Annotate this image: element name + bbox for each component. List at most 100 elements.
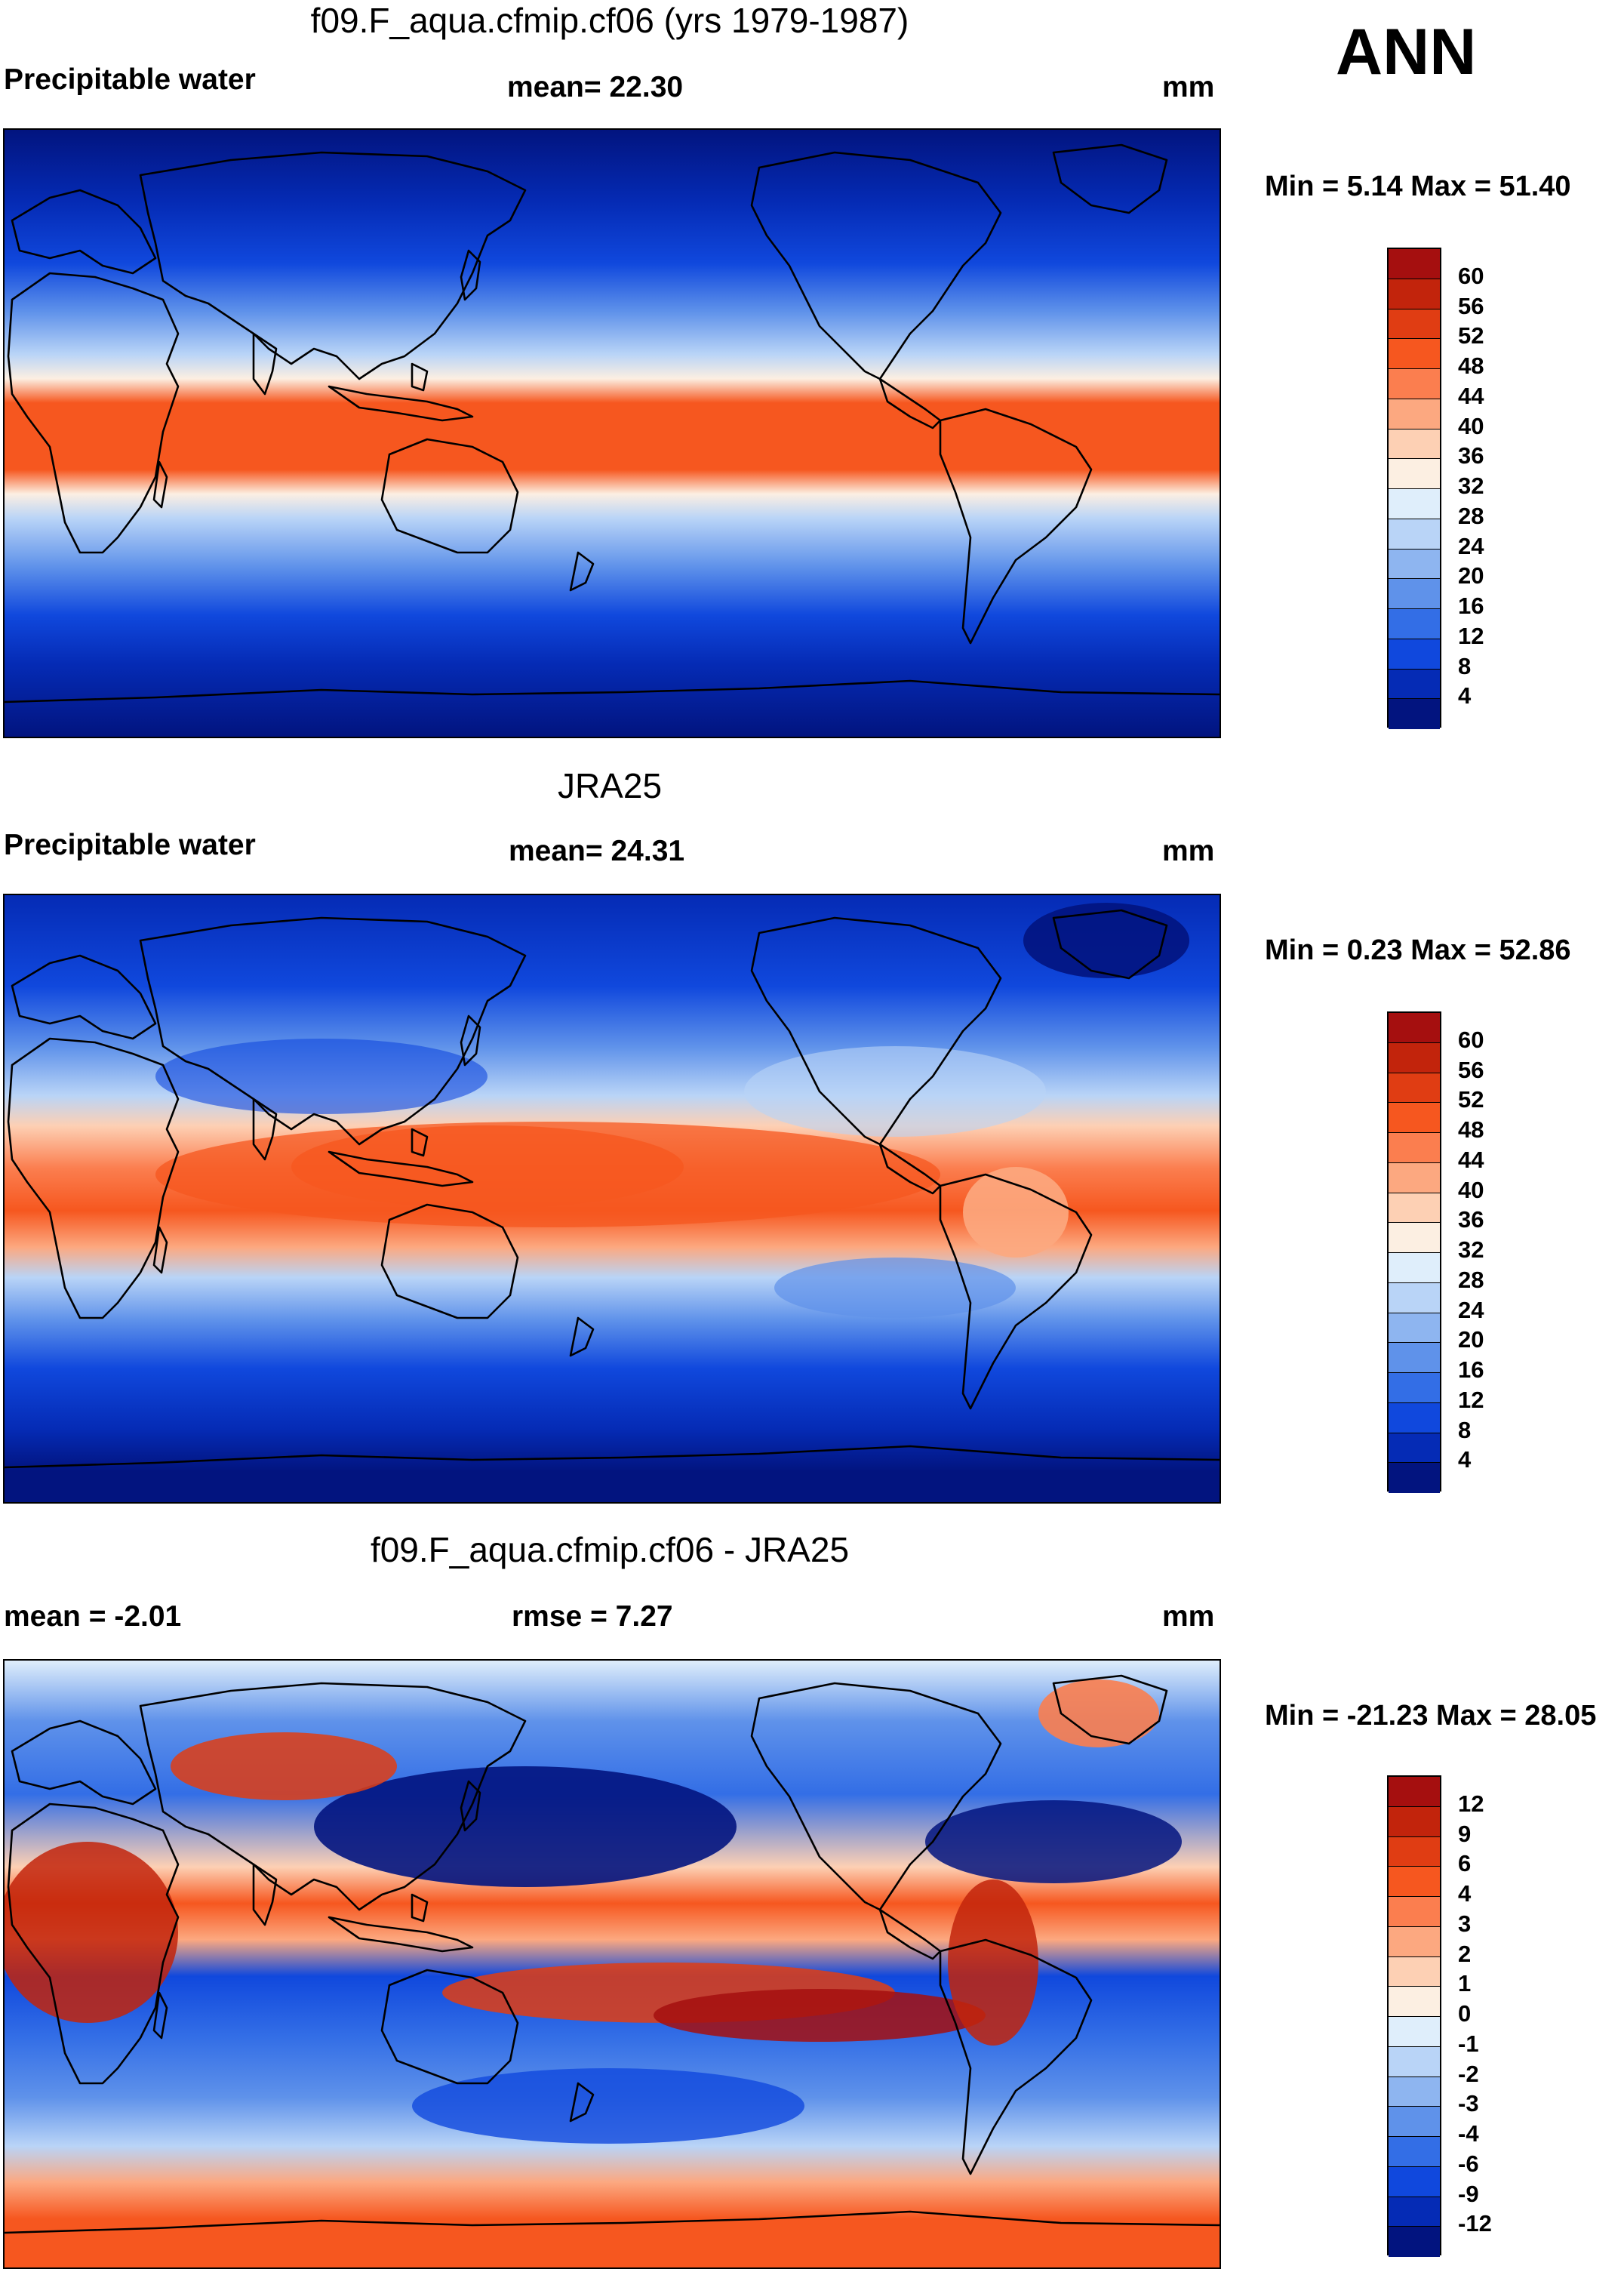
colorbar-swatch	[1389, 1956, 1440, 1987]
colorbar-tick-label: 0	[1458, 2000, 1472, 2027]
min-max-label: Min = 5.14 Max = 51.40	[1265, 171, 1571, 202]
colorbar-swatch	[1389, 1926, 1440, 1957]
colorbar-swatch	[1389, 429, 1440, 460]
colorbar-swatch	[1389, 339, 1440, 369]
colorbar-swatch	[1389, 519, 1440, 550]
colorbar-swatch	[1389, 1433, 1440, 1464]
min-max-label: Min = -21.23 Max = 28.05	[1265, 1700, 1597, 1732]
panel-title: f09.F_aqua.cfmip.cf06 - JRA25	[370, 1530, 850, 1569]
colorbar-tick-label: 16	[1458, 1356, 1484, 1383]
colorbar-tick-label: 48	[1458, 1116, 1484, 1143]
colorbar-tick-label: -1	[1458, 2030, 1479, 2057]
model-colorbar	[1387, 248, 1441, 729]
colorbar-tick-label: 32	[1458, 473, 1484, 499]
colorbar-tick-label: -12	[1458, 2210, 1492, 2237]
colorbar-tick-label: 4	[1458, 1880, 1472, 1907]
colorbar-tick-label: -2	[1458, 2060, 1479, 2087]
colorbar-swatch	[1389, 1867, 1440, 1897]
colorbar-swatch	[1389, 1282, 1440, 1313]
colorbar-swatch	[1389, 1042, 1440, 1073]
obs-map	[3, 894, 1221, 1504]
colorbar-swatch	[1389, 369, 1440, 399]
min-max-label: Min = 0.23 Max = 52.86	[1265, 934, 1571, 966]
colorbar-tick-label: 12	[1458, 1386, 1484, 1413]
colorbar-swatch	[1389, 1897, 1440, 1927]
colorbar-swatch	[1389, 639, 1440, 670]
colorbar-tick-label: -9	[1458, 2180, 1479, 2207]
colorbar-tick-label: 52	[1458, 1086, 1484, 1113]
colorbar-swatch	[1389, 1463, 1440, 1493]
colorbar-tick-label: 36	[1458, 1206, 1484, 1233]
colorbar-swatch	[1389, 2046, 1440, 2077]
colorbar-tick-label: 2	[1458, 1940, 1472, 1967]
colorbar-tick-label: 44	[1458, 382, 1484, 409]
colorbar-tick-label: 8	[1458, 1416, 1472, 1443]
colorbar-swatch	[1389, 579, 1440, 609]
colorbar-tick-label: 4	[1458, 682, 1472, 710]
colorbar-swatch	[1389, 2227, 1440, 2257]
model-field	[5, 130, 1220, 737]
colorbar-tick-label: 48	[1458, 352, 1484, 379]
colorbar-swatch	[1389, 2017, 1440, 2047]
colorbar-swatch	[1389, 249, 1440, 279]
colorbar-swatch	[1389, 1223, 1440, 1253]
colorbar-swatch	[1389, 1343, 1440, 1373]
colorbar-swatch	[1389, 2197, 1440, 2227]
colorbar-swatch	[1389, 489, 1440, 519]
mean-label: mean= 22.30	[507, 71, 684, 103]
colorbar-tick-label: -4	[1458, 2120, 1479, 2147]
colorbar-tick-label: -6	[1458, 2150, 1479, 2177]
colorbar-swatch	[1389, 1987, 1440, 2017]
colorbar-tick-label: 3	[1458, 1910, 1472, 1937]
colorbar-swatch	[1389, 1777, 1440, 1807]
colorbar-tick-label: 1	[1458, 1970, 1472, 1997]
colorbar-swatch	[1389, 2107, 1440, 2137]
colorbar-tick-label: 6	[1458, 1850, 1472, 1877]
colorbar-tick-label: 44	[1458, 1146, 1484, 1173]
colorbar-swatch	[1389, 1133, 1440, 1163]
colorbar-swatch	[1389, 2137, 1440, 2167]
colorbar-swatch	[1389, 459, 1440, 489]
colorbar-swatch	[1389, 549, 1440, 580]
colorbar-swatch	[1389, 669, 1440, 700]
panel-title: f09.F_aqua.cfmip.cf06 (yrs 1979-1987)	[310, 1, 909, 40]
colorbar-tick-label: 24	[1458, 1296, 1484, 1323]
colorbar-swatch	[1389, 1836, 1440, 1867]
difference-colorbar	[1387, 1775, 1441, 2257]
colorbar-tick-label: -3	[1458, 2090, 1479, 2117]
colorbar-tick-label: 32	[1458, 1236, 1484, 1263]
variable-label: Precipitable water	[4, 829, 256, 861]
colorbar-tick-label: 16	[1458, 593, 1484, 619]
colorbar-tick-label: 12	[1458, 1790, 1484, 1817]
colorbar-swatch	[1389, 2077, 1440, 2107]
colorbar-tick-label: 40	[1458, 412, 1484, 439]
colorbar-swatch	[1389, 1313, 1440, 1344]
colorbar-tick-label: 60	[1458, 262, 1484, 289]
mean-label: mean = -2.01	[4, 1600, 182, 1633]
model-map	[3, 128, 1221, 738]
colorbar-swatch	[1389, 1402, 1440, 1433]
colorbar-swatch	[1389, 1373, 1440, 1403]
units-label: mm	[1162, 835, 1215, 867]
model-colorbar-labels: 60 56 52 48 44 40 36 32 28 24 20 16 12 8 4	[1458, 248, 1549, 728]
colorbar-tick-label: 28	[1458, 1266, 1484, 1293]
colorbar-swatch	[1389, 1806, 1440, 1837]
colorbar-swatch	[1389, 1103, 1440, 1133]
obs-colorbar-labels: 60 56 52 48 44 40 36 32 28 24 20 16 12 8 4	[1458, 1011, 1549, 1492]
colorbar-swatch	[1389, 1013, 1440, 1043]
difference-colorbar-labels: 12 9 6 4 3 2 1 0 -1 -2 -3 -4 -6 -9 -12	[1458, 1775, 1549, 2255]
colorbar-swatch	[1389, 309, 1440, 340]
colorbar-tick-label: 56	[1458, 1056, 1484, 1083]
colorbar-swatch	[1389, 399, 1440, 429]
colorbar-swatch	[1389, 1253, 1440, 1283]
colorbar-swatch	[1389, 2166, 1440, 2197]
colorbar-swatch	[1389, 1193, 1440, 1224]
rmse-label: rmse = 7.27	[512, 1600, 673, 1633]
difference-map	[3, 1659, 1221, 2269]
colorbar-tick-label: 20	[1458, 1326, 1484, 1353]
colorbar-tick-label: 20	[1458, 562, 1484, 590]
colorbar-tick-label: 12	[1458, 622, 1484, 649]
colorbar-swatch	[1389, 1162, 1440, 1193]
season-label: ANN	[1336, 16, 1477, 88]
colorbar-tick-label: 4	[1458, 1446, 1472, 1473]
